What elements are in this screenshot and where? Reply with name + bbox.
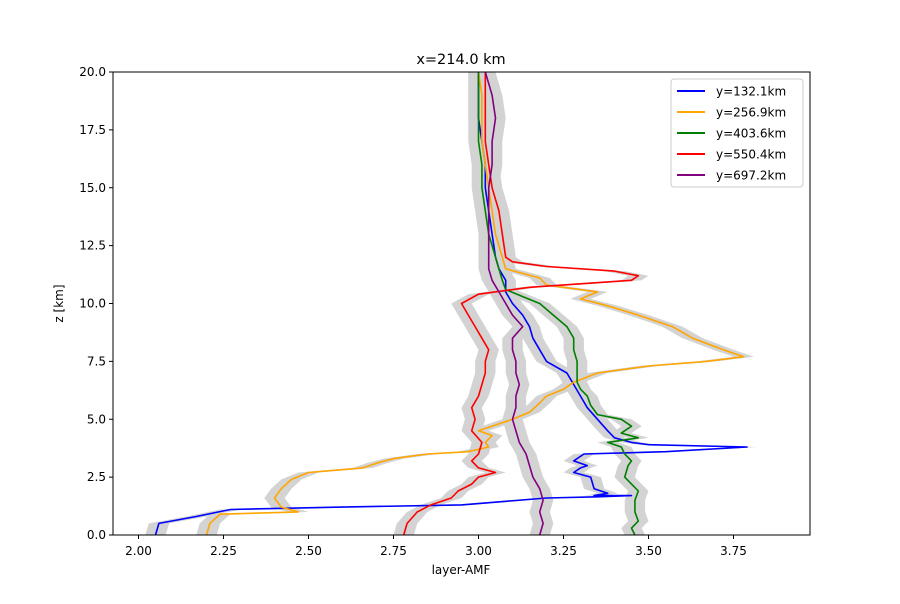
x-axis-ticks: 2.00 2.25 2.50 2.75 3.00 3.25 3.50 3.75	[125, 535, 747, 558]
x-tick-label: 3.00	[465, 544, 492, 558]
y-tick-label: 10.0	[79, 297, 106, 311]
series-line-5	[484, 71, 544, 536]
y-tick-label: 0.0	[87, 528, 106, 542]
x-tick-label: 3.50	[635, 544, 662, 558]
y-tick-label: 5.0	[87, 412, 106, 426]
legend: y=132.1km y=256.9km y=403.6km y=550.4km y=69…	[670, 78, 804, 188]
x-axis-label: layer-AMF	[432, 563, 491, 577]
uncertainty-band-5	[475, 72, 554, 535]
x-tick-label: 3.25	[550, 544, 577, 558]
y-tick-label: 7.5	[87, 354, 106, 368]
series-line-4	[402, 72, 640, 536]
legend-label-4: y=550.4km	[716, 148, 786, 162]
x-tick-label: 2.75	[380, 544, 407, 558]
x-tick-label: 2.00	[125, 544, 152, 558]
legend-label-2: y=256.9km	[716, 106, 786, 120]
x-tick-label: 3.75	[720, 544, 747, 558]
y-axis-label: z [km]	[52, 284, 66, 322]
y-tick-label: 17.5	[79, 123, 106, 137]
chart-title: x=214.0 km	[416, 52, 505, 68]
legend-box	[670, 78, 804, 188]
series-lines	[154, 71, 748, 536]
series-line-2	[205, 71, 745, 536]
y-tick-label: 12.5	[79, 239, 106, 253]
y-tick-label: 2.5	[87, 470, 106, 484]
legend-label-5: y=697.2km	[716, 169, 786, 183]
y-tick-label: 20.0	[79, 65, 106, 79]
uncertainty-bands	[145, 72, 758, 535]
legend-label-1: y=132.1km	[716, 85, 786, 99]
y-axis-ticks: 0.0 2.5 5.0 7.5 10.0 12.5 15.0 17.5 20.0	[79, 65, 113, 542]
uncertainty-band-1	[145, 72, 758, 535]
legend-label-3: y=403.6km	[716, 127, 786, 141]
x-tick-label: 2.50	[295, 544, 322, 558]
y-tick-label: 15.0	[79, 181, 106, 195]
x-tick-label: 2.25	[210, 544, 237, 558]
series-line-1	[154, 72, 748, 536]
